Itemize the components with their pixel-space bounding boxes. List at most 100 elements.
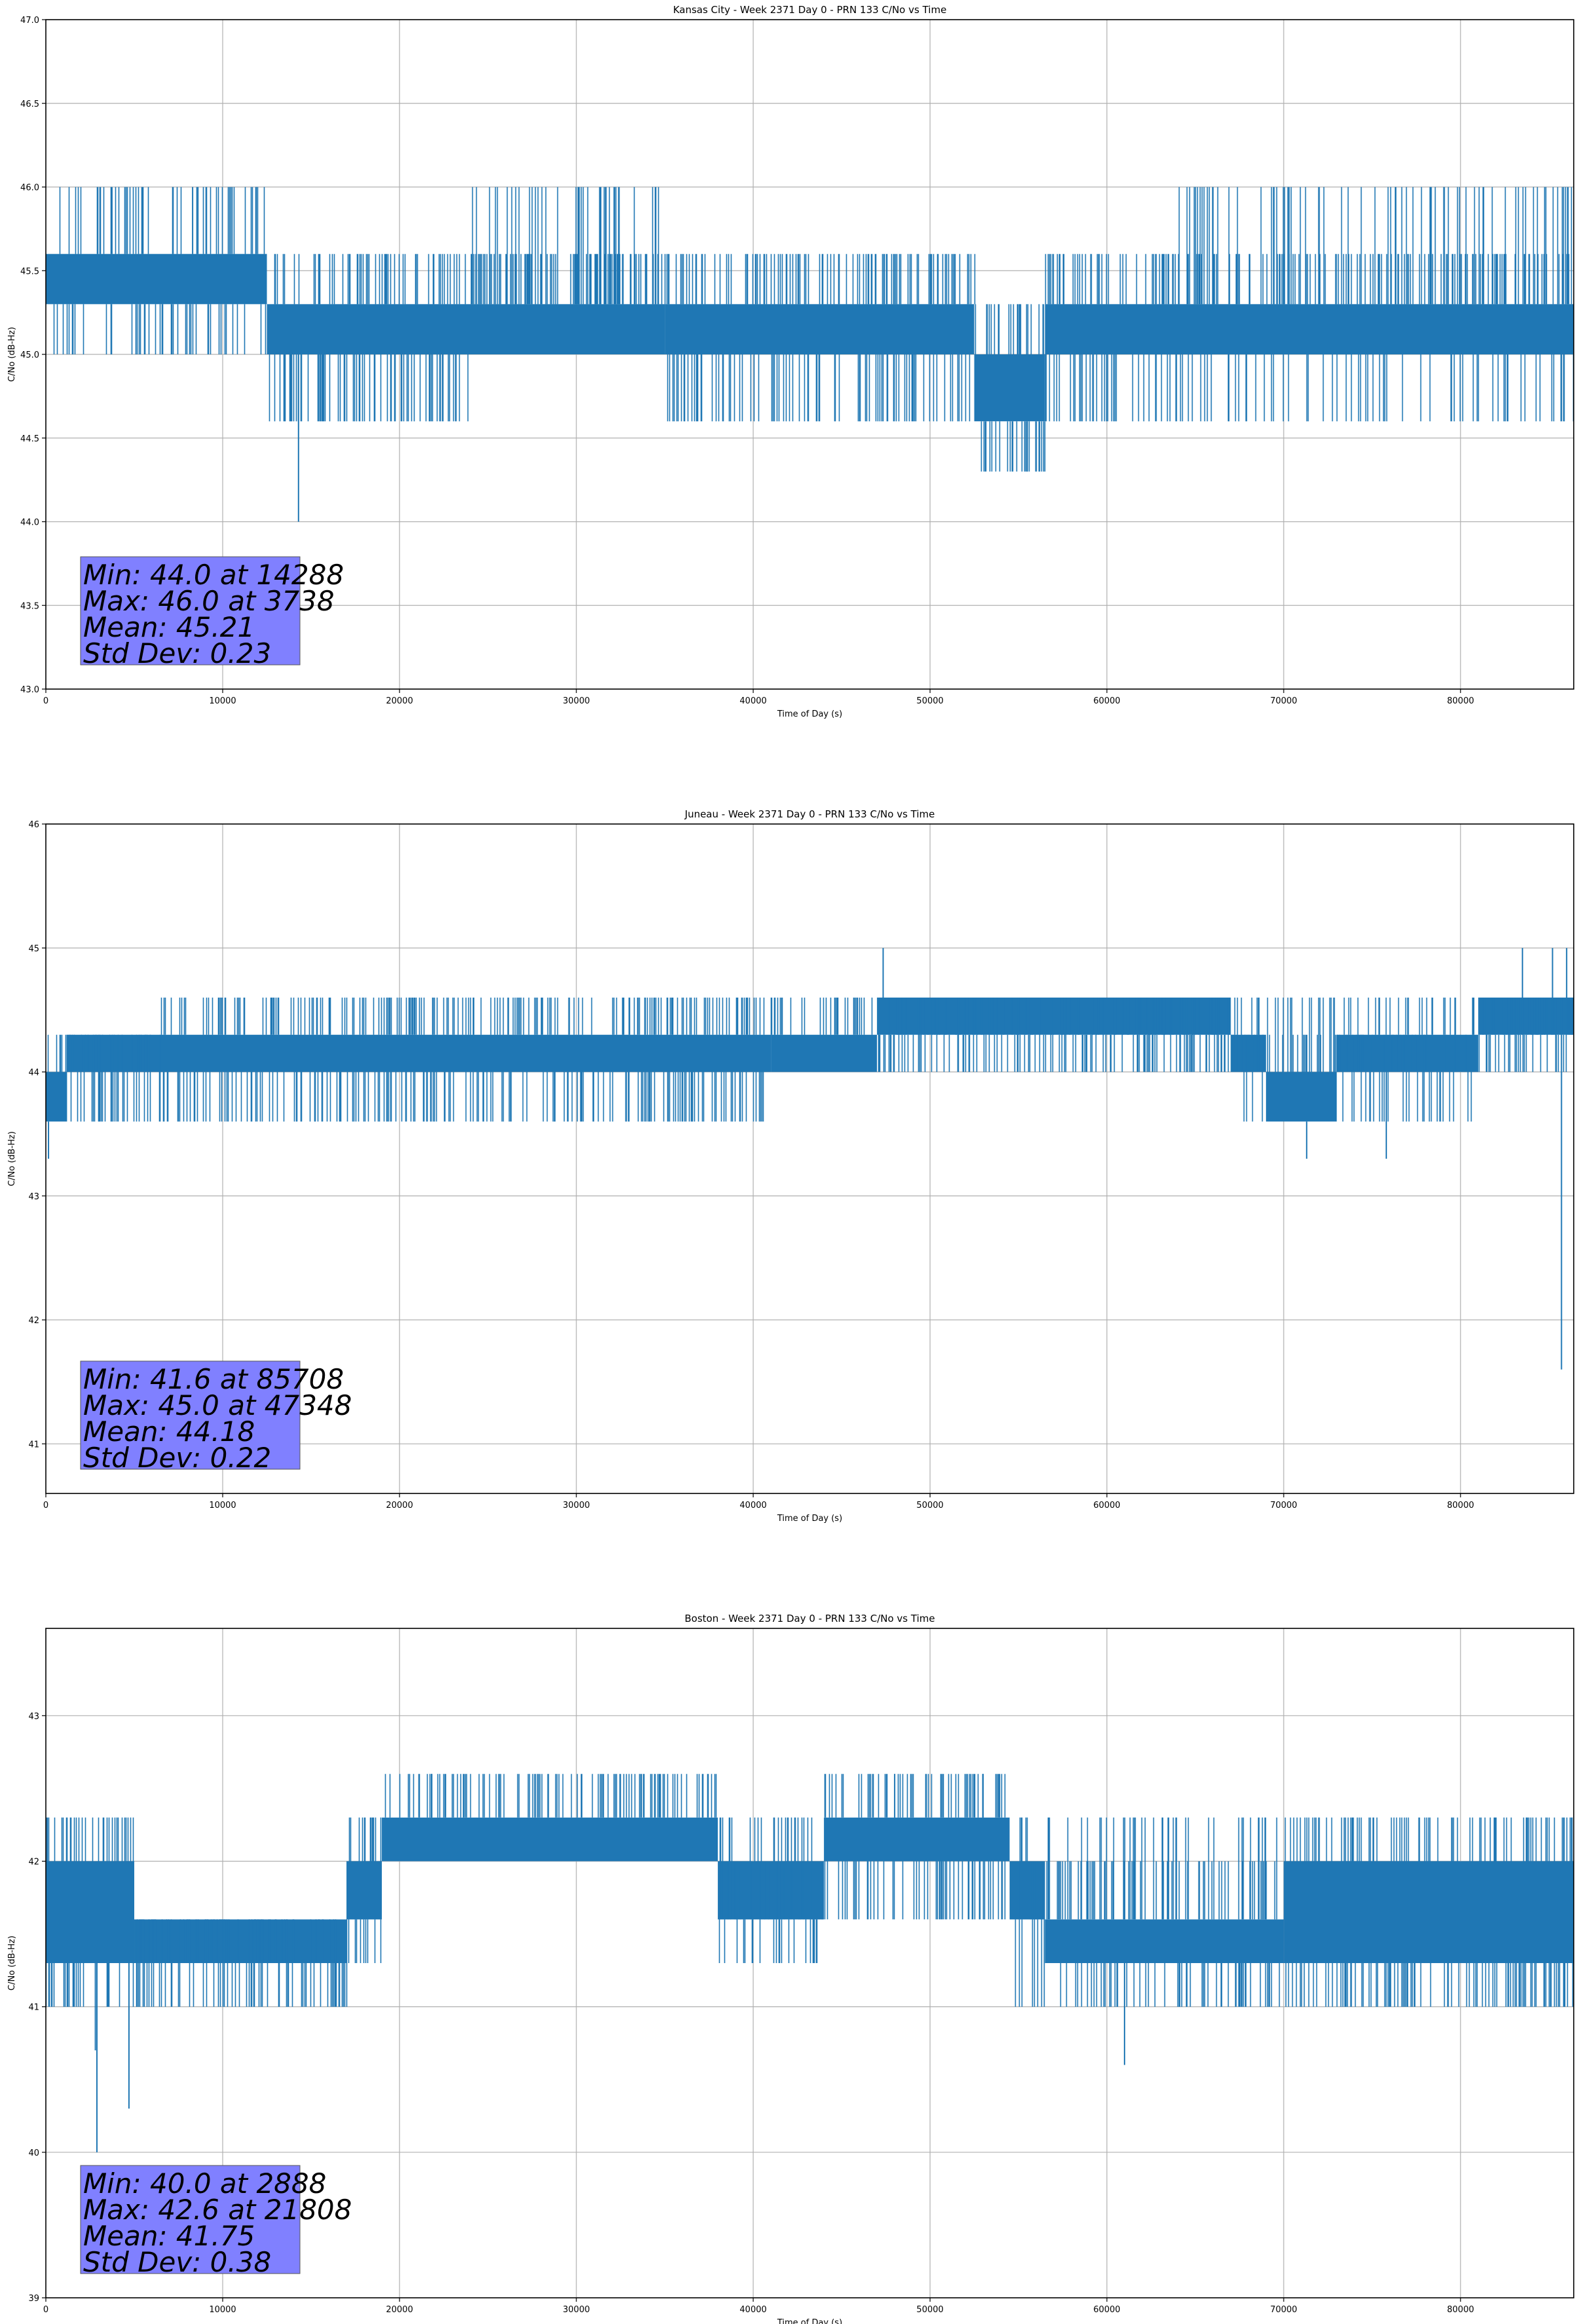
x-tick-label: 70000 — [1270, 2305, 1297, 2315]
stats-box — [80, 1360, 301, 1470]
x-tick-label: 40000 — [739, 1501, 766, 1510]
series-transitions — [1478, 998, 1574, 1072]
y-tick-label: 41 — [28, 2003, 39, 2013]
stats-min: Min: 44.0 at 14288 — [83, 559, 344, 591]
y-tick-label: 42 — [28, 1316, 39, 1326]
x-tick-label: 50000 — [916, 1501, 943, 1510]
chart-panel-1: 0 10000 20000 30000 40000 50000 60000 70000 8000… — [7, 4, 1574, 719]
series-band — [1284, 1861, 1574, 1963]
y-tick-label: 41 — [28, 1440, 39, 1450]
stats-std: Std Dev: 0.38 — [83, 2246, 271, 2278]
x-axis-label: Time of Day (s) — [777, 2318, 842, 2324]
x-tick-label: 60000 — [1093, 1501, 1120, 1510]
data-layer — [46, 1774, 1574, 2152]
y-axis-label: C/No (dB-Hz) — [7, 1936, 17, 1991]
series-transitions — [878, 998, 1231, 1072]
series-transitions — [974, 304, 1046, 472]
y-tick-label: 42 — [28, 1857, 39, 1867]
x-tick-label: 20000 — [386, 1501, 413, 1510]
chart-panel-3: 0 10000 20000 30000 40000 50000 60000 70000 8000… — [7, 1613, 1574, 2324]
x-tick-label: 20000 — [386, 2305, 413, 2315]
y-tick-label: 46.0 — [20, 183, 39, 193]
x-axis-label: Time of Day (s) — [777, 709, 842, 719]
series-transitions — [1284, 1817, 1574, 2007]
series-band — [718, 1861, 825, 1920]
chart-title: Kansas City - Week 2371 Day 0 - PRN 133 … — [673, 4, 947, 16]
series-transitions — [269, 253, 469, 422]
x-tick-label: 80000 — [1447, 696, 1474, 706]
series-transitions — [664, 253, 976, 422]
stats-std: Std Dev: 0.22 — [83, 1442, 271, 1474]
series-transitions — [46, 1817, 134, 2007]
y-tick-label: 46 — [28, 820, 39, 830]
series-band — [1266, 1072, 1337, 1122]
data-layer — [46, 948, 1574, 1370]
series-transitions — [718, 1817, 823, 1963]
series-band — [67, 1034, 771, 1072]
x-tick-label: 60000 — [1093, 2305, 1120, 2315]
series-transitions — [824, 1774, 1006, 1920]
series-band — [1045, 304, 1574, 354]
stats-box — [80, 2165, 301, 2274]
series-band — [1009, 1861, 1045, 1920]
stats-min: Min: 40.0 at 2888 — [83, 2167, 326, 2200]
series-transitions — [770, 998, 873, 1035]
series-transitions — [160, 998, 765, 1122]
stats-max: Max: 42.6 at 21808 — [83, 2194, 352, 2226]
series-band — [1045, 1919, 1284, 1963]
x-tick-label: 0 — [43, 2305, 48, 2315]
stats-std: Std Dev: 0.23 — [83, 637, 271, 669]
x-tick-label: 50000 — [916, 2305, 943, 2315]
x-tick-label: 10000 — [209, 2305, 236, 2315]
series-band — [46, 1072, 67, 1122]
series-band — [665, 304, 974, 354]
chart-title: Boston - Week 2371 Day 0 - PRN 133 C/No … — [684, 1613, 935, 1624]
y-tick-label: 43 — [28, 1192, 39, 1202]
series-band — [824, 1817, 1010, 1862]
x-tick-label: 60000 — [1093, 696, 1120, 706]
chart-title: Juneau - Week 2371 Day 0 - PRN 133 C/No … — [684, 808, 935, 820]
stats-max: Max: 45.0 at 47348 — [83, 1389, 352, 1421]
x-tick-label: 20000 — [386, 696, 413, 706]
x-tick-label: 40000 — [739, 696, 766, 706]
stats-max: Max: 46.0 at 3738 — [83, 585, 335, 617]
series-transitions — [1045, 253, 1178, 422]
axes-frame — [45, 823, 1574, 1494]
stats-mean: Mean: 41.75 — [83, 2220, 255, 2252]
series-transitions — [136, 1919, 348, 2007]
y-tick-label: 40 — [28, 2148, 39, 2158]
x-tick-label: 30000 — [563, 1501, 589, 1510]
series-transitions — [1231, 998, 1475, 1122]
series-transitions — [47, 1034, 161, 1122]
x-tick-label: 50000 — [916, 696, 943, 706]
x-tick-label: 70000 — [1270, 696, 1297, 706]
y-tick-label: 45.0 — [20, 350, 39, 360]
series-band — [267, 304, 665, 354]
y-tick-label: 43.0 — [20, 685, 39, 695]
stats-box — [80, 556, 301, 665]
x-axis-label: Time of Day (s) — [777, 1514, 842, 1524]
stats-mean: Mean: 45.21 — [83, 611, 255, 643]
y-tick-label: 44.5 — [20, 434, 39, 444]
series-band — [382, 1817, 718, 1862]
y-tick-label: 43 — [28, 1712, 39, 1721]
x-tick-label: 70000 — [1270, 1501, 1297, 1510]
data-layer — [46, 187, 1574, 522]
series-transitions — [470, 187, 663, 305]
x-tick-label: 0 — [43, 1501, 48, 1510]
y-tick-label: 47.0 — [20, 16, 39, 26]
axes-frame — [45, 1628, 1574, 2298]
y-tick-label: 43.5 — [20, 601, 39, 611]
series-band — [134, 1919, 347, 1963]
series-transitions — [1178, 187, 1574, 422]
series-band — [346, 1861, 382, 1920]
x-tick-label: 10000 — [209, 696, 236, 706]
y-axis-label: C/No (dB-Hz) — [7, 327, 17, 382]
y-tick-label: 45 — [28, 944, 39, 954]
y-axis-label: C/No (dB-Hz) — [7, 1131, 17, 1186]
x-tick-label: 30000 — [563, 696, 589, 706]
y-tick-label: 44 — [28, 1068, 39, 1078]
y-tick-label: 39 — [28, 2294, 39, 2304]
x-tick-label: 80000 — [1447, 1501, 1474, 1510]
